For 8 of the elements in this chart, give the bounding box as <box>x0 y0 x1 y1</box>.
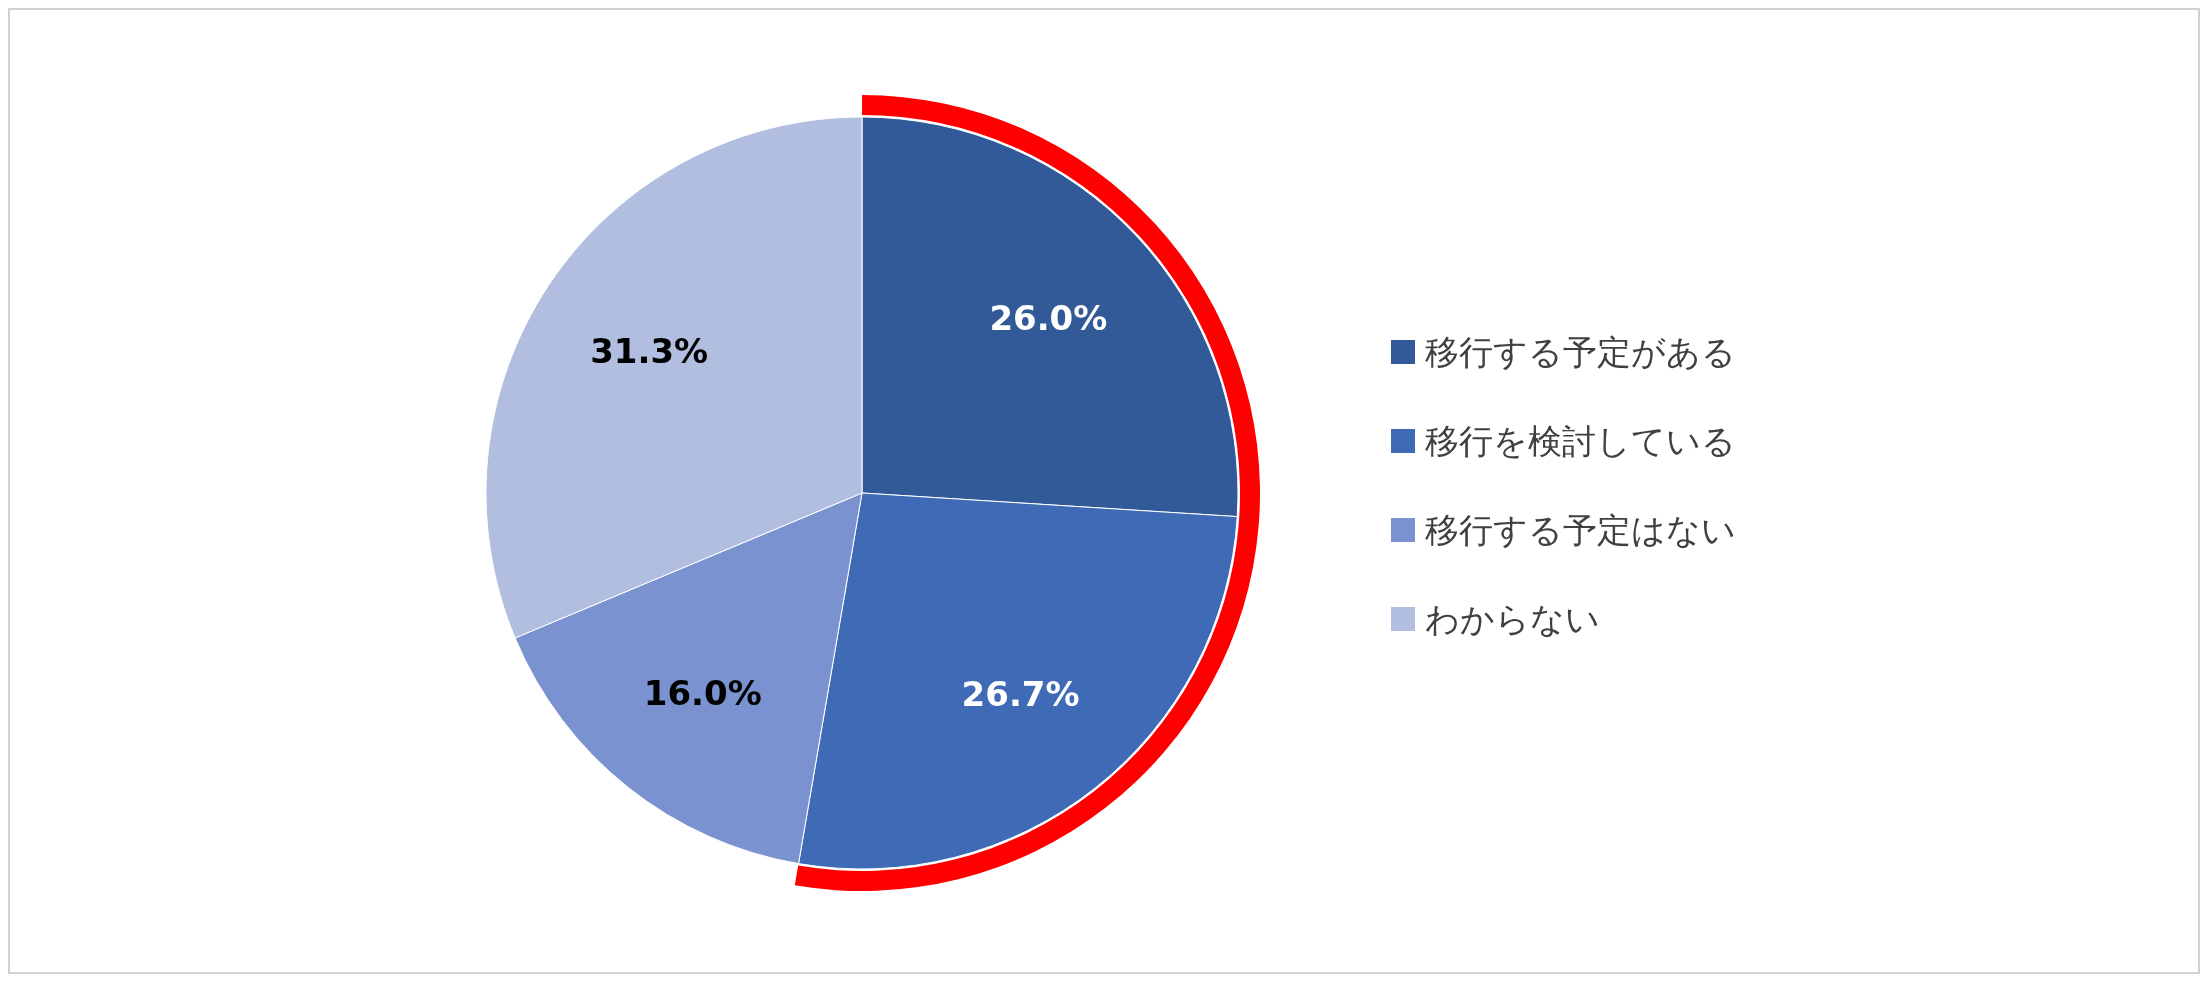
data-label: 31.3% <box>590 331 709 372</box>
data-label: 16.0% <box>643 673 762 714</box>
data-label: 26.0% <box>989 297 1108 338</box>
legend-label: 移行する予定はない <box>1425 510 1736 550</box>
legend-label: わからない <box>1425 599 1600 639</box>
legend-label: 移行する予定がある <box>1425 332 1736 372</box>
legend-label: 移行を検討している <box>1425 421 1736 461</box>
data-label: 26.7% <box>961 673 1080 714</box>
